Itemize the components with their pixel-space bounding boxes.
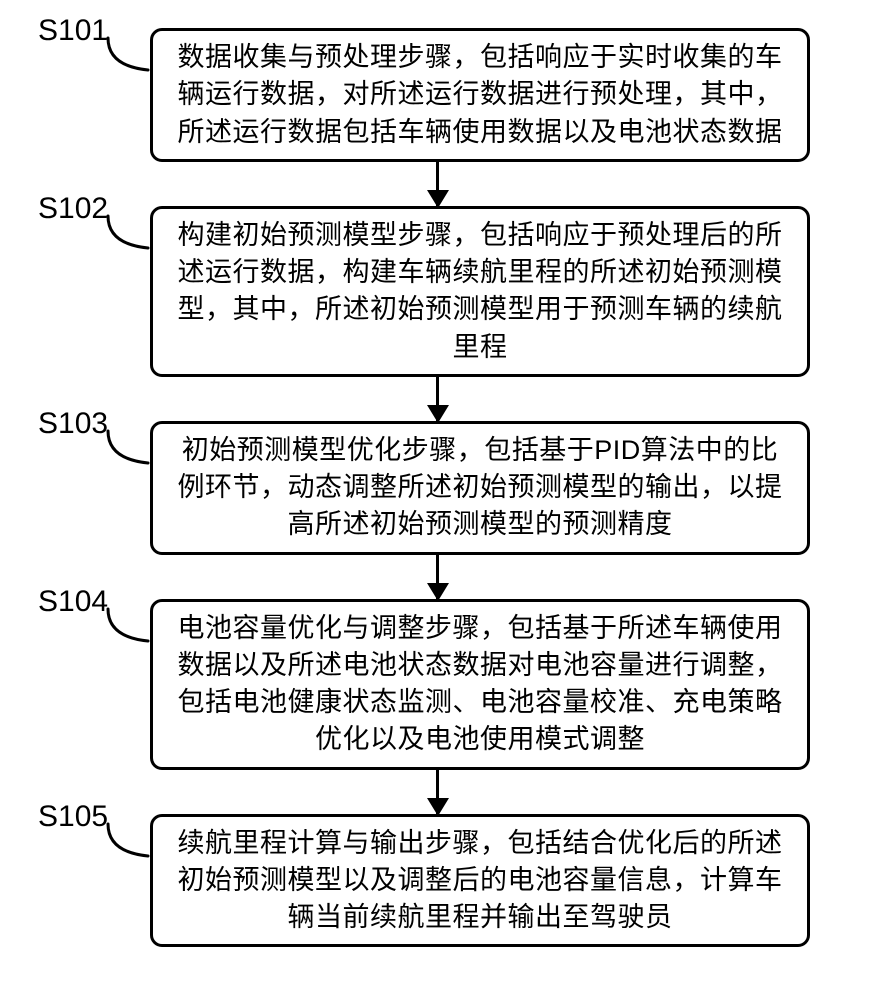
step-text-line: 所述运行数据包括车辆使用数据以及电池状态数据	[167, 114, 793, 151]
step-text-line: 例环节，动态调整所述初始预测模型的输出，以提	[167, 469, 793, 506]
step-box: 电池容量优化与调整步骤，包括基于所述车辆使用数据以及所述电池状态数据对电池容量进…	[150, 599, 810, 770]
step-box: 初始预测模型优化步骤，包括基于PID算法中的比例环节，动态调整所述初始预测模型的…	[150, 421, 810, 555]
step-box: 续航里程计算与输出步骤，包括结合优化后的所述初始预测模型以及调整后的电池容量信息…	[150, 814, 810, 948]
arrow-down-icon	[436, 377, 439, 421]
flow-step: S104电池容量优化与调整步骤，包括基于所述车辆使用数据以及所述电池状态数据对电…	[150, 599, 810, 770]
step-box: 构建初始预测模型步骤，包括响应于预处理后的所述运行数据，构建车辆续航里程的所述初…	[150, 206, 810, 377]
label-connector-curve	[106, 36, 150, 74]
flow-step: S105续航里程计算与输出步骤，包括结合优化后的所述初始预测模型以及调整后的电池…	[150, 814, 810, 948]
flow-step: S101数据收集与预处理步骤，包括响应于实时收集的车辆运行数据，对所述运行数据进…	[150, 28, 810, 162]
arrow-down-icon	[436, 555, 439, 599]
flow-step: S102构建初始预测模型步骤，包括响应于预处理后的所述运行数据，构建车辆续航里程…	[150, 206, 810, 377]
step-text-line: 数据收集与预处理步骤，包括响应于实时收集的车	[167, 39, 793, 76]
label-connector-curve	[106, 607, 150, 645]
step-box: 数据收集与预处理步骤，包括响应于实时收集的车辆运行数据，对所述运行数据进行预处理…	[150, 28, 810, 162]
step-text-line: 辆运行数据，对所述运行数据进行预处理，其中，	[167, 76, 793, 113]
step-text-line: 续航里程计算与输出步骤，包括结合优化后的所述	[167, 825, 793, 862]
step-text-line: 初始预测模型以及调整后的电池容量信息，计算车	[167, 862, 793, 899]
step-text-line: 优化以及电池使用模式调整	[167, 721, 793, 758]
arrow-down-icon	[436, 162, 439, 206]
step-text-line: 述运行数据，构建车辆续航里程的所述初始预测模	[167, 254, 793, 291]
step-text-line: 包括电池健康状态监测、电池容量校准、充电策略	[167, 684, 793, 721]
step-label: S104	[38, 585, 108, 619]
step-text-line: 型，其中，所述初始预测模型用于预测车辆的续航	[167, 291, 793, 328]
flow-step: S103初始预测模型优化步骤，包括基于PID算法中的比例环节，动态调整所述初始预…	[150, 421, 810, 555]
step-text-line: 高所述初始预测模型的预测精度	[167, 506, 793, 543]
step-text-line: 初始预测模型优化步骤，包括基于PID算法中的比	[167, 432, 793, 469]
step-text-line: 辆当前续航里程并输出至驾驶员	[167, 899, 793, 936]
flowchart-container: S101 数据收集与预处理步骤，包括响应于实时收集的车辆运行数据，对所述运行数据进…	[0, 0, 875, 1000]
step-text-line: 构建初始预测模型步骤，包括响应于预处理后的所	[167, 217, 793, 254]
label-connector-curve	[106, 214, 150, 252]
step-label: S102	[38, 192, 108, 226]
step-label: S105	[38, 800, 108, 834]
step-label: S101	[38, 14, 108, 48]
arrow-down-icon	[436, 770, 439, 814]
step-text-line: 里程	[167, 329, 793, 366]
label-connector-curve	[106, 822, 150, 860]
label-connector-curve	[106, 429, 150, 467]
step-text-line: 电池容量优化与调整步骤，包括基于所述车辆使用	[167, 610, 793, 647]
step-label: S103	[38, 407, 108, 441]
step-text-line: 数据以及所述电池状态数据对电池容量进行调整，	[167, 647, 793, 684]
